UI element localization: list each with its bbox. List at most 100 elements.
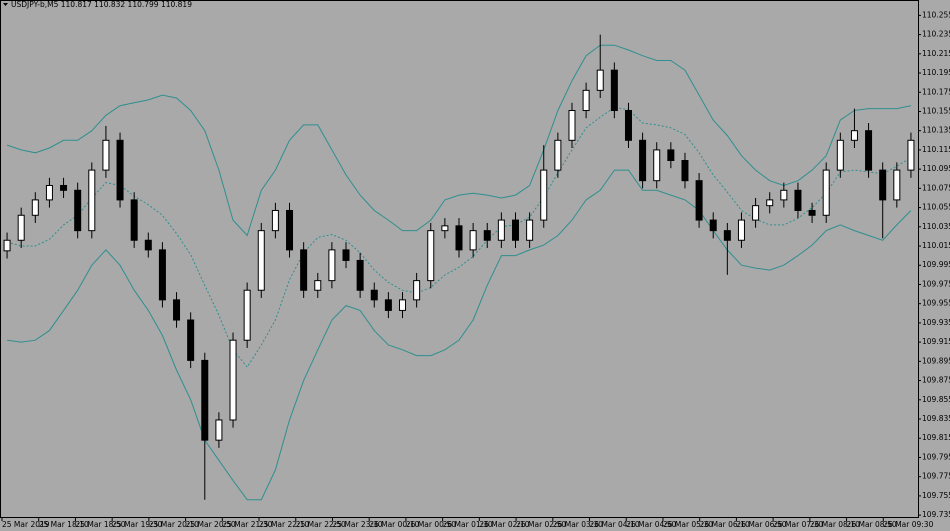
candle-body: [130, 199, 138, 241]
x-tick-label: 26 Mar 00:50: [406, 520, 456, 529]
candle-body: [822, 169, 830, 216]
x-tick-label: 26 Mar 05:30: [663, 520, 713, 529]
x-tick-label: 25 Mar 20:10: [149, 520, 199, 529]
candle-body: [723, 230, 731, 241]
candle-body: [201, 359, 209, 441]
candle-body: [540, 169, 548, 221]
y-tick-label: 109.815: [922, 433, 950, 442]
candle-body: [370, 289, 378, 301]
candle-body: [257, 230, 265, 291]
candle-body: [300, 249, 308, 291]
candle-body: [271, 209, 279, 232]
y-tick-label: 109.955: [922, 299, 950, 308]
lower-band: [7, 169, 912, 501]
y-tick-label: 110.135: [922, 126, 950, 135]
candle-body: [483, 230, 491, 241]
y-tick-label: 109.735: [922, 510, 950, 519]
y-tick-label: 109.775: [922, 472, 950, 481]
y-tick-label: 110.235: [922, 30, 950, 39]
y-tick-label: 109.855: [922, 395, 950, 404]
candle-body: [45, 184, 53, 201]
chart-title: USDJPY-b,M5 110.817 110.832 110.799 110.…: [11, 0, 192, 9]
candle-body: [624, 110, 632, 141]
y-tick-label: 110.195: [922, 68, 950, 77]
candle-body: [427, 230, 435, 282]
candle-body: [413, 280, 421, 301]
y-tick-label: 110.095: [922, 164, 950, 173]
candle-body: [3, 239, 11, 252]
y-tick-label: 110.055: [922, 203, 950, 212]
candle-body: [187, 319, 195, 361]
candle-body: [794, 189, 802, 211]
y-tick-label: 109.975: [922, 279, 950, 288]
candle-body: [384, 299, 392, 311]
y-tick-label: 109.935: [922, 318, 950, 327]
candle-body: [653, 149, 661, 182]
candle-body: [328, 249, 336, 282]
candle-body: [314, 280, 322, 291]
y-tick-label: 110.075: [922, 183, 950, 192]
candle-body: [582, 89, 590, 112]
candle-body: [511, 219, 519, 241]
x-tick-label: 26 Mar 07:30: [773, 520, 823, 529]
candle-body: [399, 299, 407, 311]
candle-body: [497, 219, 505, 241]
candle-body: [879, 169, 887, 201]
y-tick-label: 110.255: [922, 10, 950, 19]
candle-body: [526, 219, 534, 241]
candle-body: [893, 169, 901, 201]
candle-body: [554, 139, 562, 171]
candle-body: [144, 239, 152, 251]
candle-body: [596, 69, 604, 91]
y-tick-label: 110.155: [922, 106, 950, 115]
candle-body: [173, 299, 181, 321]
candle-body: [243, 289, 251, 341]
candle-body: [850, 130, 858, 141]
plot-area: [0, 0, 919, 518]
y-tick-label: 110.035: [922, 222, 950, 231]
x-tick-label: 26 Mar 06:10: [700, 520, 750, 529]
y-tick-label: 110.015: [922, 241, 950, 250]
y-tick-label: 110.175: [922, 87, 950, 96]
x-tick-label: 26 Mar 01:30: [443, 520, 493, 529]
x-tick-label: 25 Mar 20:50: [186, 520, 236, 529]
candle-body: [342, 249, 350, 261]
x-tick-label: 25 Mar 21:30: [222, 520, 272, 529]
candle-body: [695, 180, 703, 221]
y-tick-label: 109.995: [922, 260, 950, 269]
y-tick-label: 109.795: [922, 452, 950, 461]
x-tick-label: 26 Mar 06:50: [736, 520, 786, 529]
y-tick-label: 110.215: [922, 49, 950, 58]
x-tick-label: 25 Mar 19:30: [112, 520, 162, 529]
candles: [3, 34, 915, 500]
x-tick-label: 26 Mar 08:10: [810, 520, 860, 529]
candle-body: [60, 184, 68, 191]
x-tick-label: 26 Mar 03:30: [553, 520, 603, 529]
bands: [6, 44, 912, 501]
candle-body: [752, 205, 760, 221]
x-tick-label: 25 Mar 18:50: [75, 520, 125, 529]
candle-body: [441, 225, 449, 232]
y-tick-label: 109.915: [922, 337, 950, 346]
x-tick-label: 25 Mar 22:50: [296, 520, 346, 529]
x-tick-label: 26 Mar 02:10: [479, 520, 529, 529]
y-tick-label: 109.895: [922, 356, 950, 365]
candle-body: [865, 130, 873, 171]
x-tick-label: 25 Mar 18:10: [39, 520, 89, 529]
candle-body: [836, 139, 844, 171]
x-tick-label: 26 Mar 02:50: [516, 520, 566, 529]
candle-body: [766, 199, 774, 207]
y-tick-label: 110.115: [922, 145, 950, 154]
candle-body: [88, 169, 96, 232]
candle-body: [102, 139, 110, 171]
candle-body: [681, 159, 689, 182]
x-tick-label: 25 Mar 2019: [2, 520, 50, 529]
x-tick-label: 26 Mar 04:50: [626, 520, 676, 529]
candle-body: [780, 189, 788, 201]
menu-icon: [3, 3, 8, 6]
candle-body: [158, 249, 166, 301]
candle-body: [17, 214, 25, 241]
y-tick-label: 109.835: [922, 414, 950, 423]
y-tick-label: 109.755: [922, 491, 950, 500]
candle-body: [74, 189, 82, 232]
